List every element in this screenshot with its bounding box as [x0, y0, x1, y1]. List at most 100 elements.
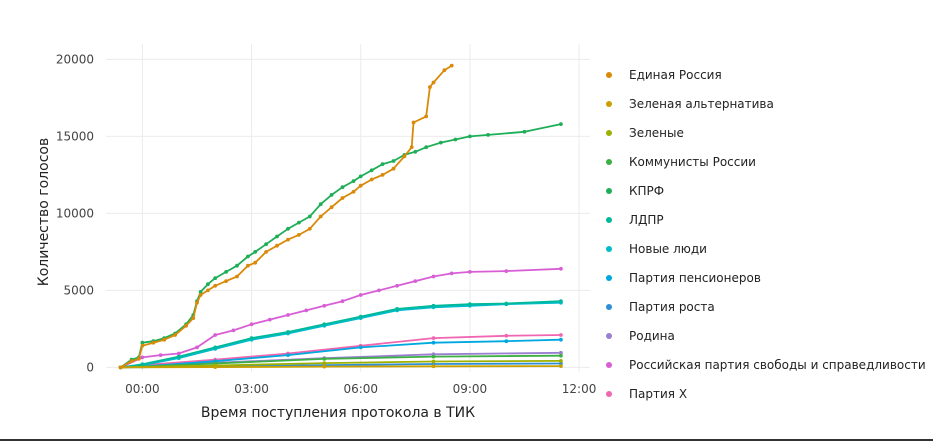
- series-0: [118, 63, 454, 370]
- series-line: [120, 64, 453, 369]
- data-point: [318, 214, 323, 219]
- data-point: [297, 220, 301, 225]
- data-point: [136, 357, 141, 361]
- legend-item: Партия роста: [606, 300, 715, 314]
- legend-marker: [606, 159, 612, 165]
- data-point: [318, 202, 323, 207]
- data-point: [286, 237, 290, 242]
- data-point: [559, 266, 563, 271]
- data-point: [140, 355, 145, 360]
- data-point: [275, 234, 279, 239]
- data-point: [246, 254, 250, 259]
- data-point: [351, 179, 356, 184]
- data-point: [118, 365, 123, 370]
- data-point: [267, 317, 272, 322]
- data-point: [173, 333, 178, 337]
- data-point: [424, 114, 429, 119]
- series-line: [120, 267, 561, 369]
- series-line: [120, 334, 561, 369]
- legend-label: Зеленая альтернатива: [629, 97, 774, 111]
- y-tick-label: 5000: [63, 283, 94, 297]
- data-point: [249, 322, 254, 327]
- data-point: [409, 145, 414, 150]
- legend-label: Родина: [629, 329, 675, 343]
- data-point: [559, 361, 563, 366]
- data-point: [140, 340, 145, 345]
- data-point: [449, 271, 454, 276]
- data-point: [286, 226, 290, 231]
- data-point: [322, 357, 327, 361]
- series-layer: [118, 63, 563, 370]
- series-line: [120, 123, 562, 369]
- legend: Единая Россия Зеленая альтернатива Зеленые…: [606, 68, 926, 401]
- data-point: [559, 122, 563, 126]
- x-axis-title: Время поступления протокола в ТИК: [201, 405, 475, 421]
- data-point: [340, 185, 345, 190]
- data-point: [249, 336, 254, 340]
- data-point: [358, 183, 363, 188]
- legend-label: Российская партия свободы и справедливос…: [629, 358, 926, 372]
- x-tick-label: 09:00: [453, 382, 488, 396]
- y-tick-labels: 0 5000 10000 15000 20000: [56, 52, 94, 374]
- bottom-border: [0, 439, 933, 441]
- data-point: [184, 323, 189, 328]
- legend-label: ЛДПР: [629, 213, 664, 227]
- data-point: [224, 279, 229, 283]
- data-point: [369, 168, 374, 173]
- data-point: [195, 300, 199, 305]
- data-point: [402, 154, 407, 159]
- legend-marker: [606, 362, 612, 368]
- data-point: [253, 260, 258, 265]
- legend-item: Зеленая альтернатива: [606, 97, 774, 111]
- data-point: [176, 351, 181, 356]
- data-point: [431, 364, 436, 369]
- data-point: [468, 270, 472, 274]
- legend-item: КПРФ: [606, 184, 664, 198]
- legend-label: Новые люди: [629, 242, 707, 256]
- x-tick-label: 06:00: [343, 382, 378, 396]
- data-point: [442, 68, 447, 73]
- data-point: [162, 337, 167, 342]
- data-point: [322, 303, 327, 308]
- data-point: [428, 85, 432, 89]
- data-point: [358, 345, 363, 350]
- data-point: [304, 308, 309, 313]
- legend-item: Единая Россия: [606, 68, 722, 82]
- data-point: [329, 205, 334, 210]
- data-point: [213, 333, 218, 337]
- data-point: [158, 353, 163, 357]
- legend-marker: [606, 391, 612, 397]
- data-point: [431, 274, 436, 279]
- data-point: [351, 189, 356, 194]
- legend-marker: [606, 217, 612, 223]
- legend-item: Родина: [606, 329, 675, 343]
- data-point: [395, 307, 399, 311]
- data-point: [377, 288, 381, 293]
- legend-label: Зеленые: [629, 126, 684, 140]
- data-point: [340, 196, 345, 200]
- data-point: [297, 233, 301, 237]
- data-point: [358, 293, 363, 297]
- legend-marker: [606, 188, 612, 194]
- legend-marker: [606, 275, 612, 281]
- legend-marker: [606, 333, 612, 339]
- y-tick-label: 20000: [56, 52, 94, 66]
- data-point: [504, 301, 509, 306]
- data-point: [235, 274, 239, 279]
- data-point: [391, 159, 396, 163]
- data-point: [322, 361, 327, 365]
- data-point: [206, 282, 210, 287]
- data-point: [322, 322, 327, 327]
- legend-item: Зеленые: [606, 126, 684, 140]
- data-point: [504, 333, 509, 338]
- legend-item: Партия пенсионеров: [606, 271, 761, 285]
- data-point: [213, 283, 218, 288]
- data-point: [559, 353, 563, 358]
- legend-marker: [606, 304, 612, 310]
- data-point: [198, 290, 203, 294]
- data-point: [213, 276, 218, 280]
- legend-item: ЛДПР: [606, 213, 664, 227]
- legend-marker: [606, 101, 612, 107]
- data-point: [424, 145, 429, 150]
